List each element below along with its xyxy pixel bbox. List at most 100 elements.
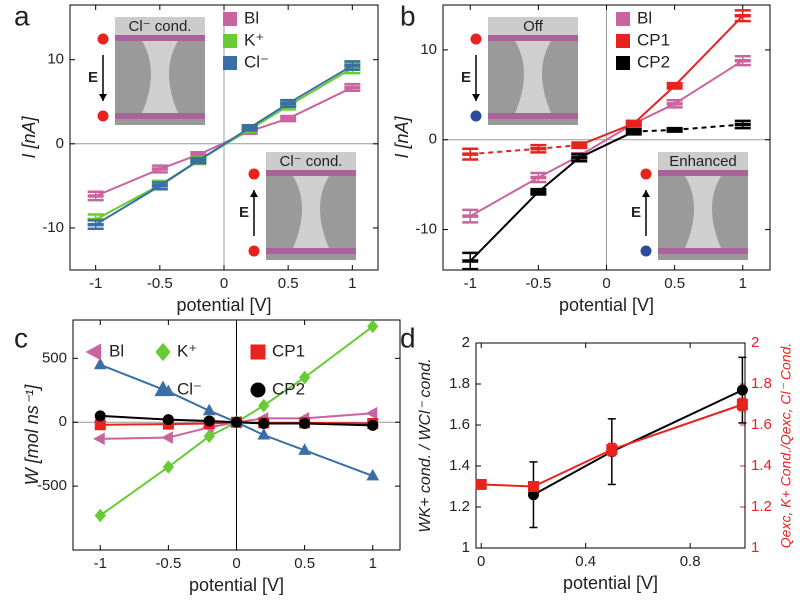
y-tick-label: 0 — [59, 413, 67, 430]
series-line — [633, 128, 675, 133]
plot-frame — [72, 319, 401, 551]
inset-label-box — [488, 17, 578, 35]
legend-swatch — [223, 34, 237, 48]
data-point — [299, 418, 311, 429]
y-tick-label: 0 — [429, 131, 437, 148]
legend-label: CP1 — [272, 341, 305, 360]
series-line — [532, 450, 613, 496]
y-axis-label: I [nA] — [392, 115, 412, 158]
series-line — [304, 412, 373, 420]
legend-label: CP2 — [637, 52, 670, 71]
field-arrowhead — [642, 190, 650, 197]
x-tick-label: 0.4 — [575, 553, 596, 570]
membrane-top — [658, 170, 748, 176]
series-line — [578, 130, 635, 159]
data-point — [298, 370, 311, 385]
field-label: E — [239, 204, 249, 221]
field-arrowhead — [472, 94, 480, 101]
electrode-bottom — [469, 109, 483, 123]
x-tick-label: 0.5 — [664, 275, 685, 292]
electrode-top — [96, 32, 110, 46]
y-axis-label: W [mol ns⁻¹] — [22, 384, 42, 486]
x-tick-label: 0 — [232, 555, 240, 572]
data-point — [94, 508, 106, 523]
x-axis-label: potential [V] — [559, 295, 654, 315]
inset-label: Off — [523, 18, 544, 35]
series-line — [100, 423, 169, 426]
series-line — [674, 123, 743, 131]
series-line — [167, 390, 210, 412]
data-point — [365, 406, 378, 420]
legend-swatch — [616, 12, 630, 26]
field-arrowhead — [99, 94, 107, 101]
y-tick-label: 10 — [420, 41, 437, 58]
y-tick-label: 1 — [462, 539, 470, 556]
legend-swatch — [616, 34, 630, 48]
series-line — [167, 435, 210, 468]
x-tick-label: -0.5 — [155, 555, 181, 572]
data-point — [203, 415, 215, 427]
series-line — [95, 185, 161, 226]
series-line — [168, 418, 210, 422]
y-tick-label: 1.4 — [449, 457, 470, 474]
legend-label: Bl — [244, 8, 259, 27]
series-line — [578, 122, 635, 157]
data-point — [298, 443, 311, 455]
field-label: E — [631, 204, 641, 221]
x-tick-label: 0.5 — [278, 275, 299, 292]
inset-label: Cl⁻ cond. — [280, 153, 343, 170]
x-tick-label: 1 — [369, 555, 377, 572]
y-tick-label: 1.2 — [449, 498, 470, 515]
data-point — [93, 357, 107, 370]
x-tick-label: 0 — [220, 275, 228, 292]
data-point — [94, 410, 106, 422]
series-line — [168, 422, 210, 426]
series-line — [304, 422, 373, 427]
series-line — [611, 403, 743, 451]
y2-tick-label: 1.4 — [751, 457, 772, 474]
data-point — [162, 460, 175, 474]
y2-tick-label: 1.8 — [751, 375, 772, 392]
series-line — [469, 176, 539, 217]
x-tick-label: -1 — [94, 555, 107, 572]
membrane-top — [115, 35, 205, 41]
y-tick-label: -10 — [415, 221, 437, 238]
legend-label: K⁺ — [244, 30, 264, 49]
x-tick-label: 1 — [739, 275, 747, 292]
inset-label: Cl⁻ cond. — [129, 18, 192, 35]
data-point — [367, 319, 379, 334]
series-line — [99, 466, 169, 517]
x-tick-label: -0.5 — [525, 275, 551, 292]
y-tick-label: -10 — [42, 219, 64, 236]
data-point — [258, 418, 270, 429]
legend-marker — [154, 380, 172, 397]
data-point — [231, 416, 242, 428]
y-tick-label: 10 — [47, 51, 64, 68]
y-axis-label: I [nA] — [19, 115, 39, 158]
field-label: E — [88, 69, 98, 86]
legend-swatch — [223, 56, 237, 70]
x-axis-label: potential [V] — [176, 295, 271, 315]
series-line — [168, 426, 210, 439]
series-line — [304, 449, 374, 477]
data-point — [736, 399, 748, 410]
inset-label: Enhanced — [669, 153, 737, 170]
membrane-bottom — [488, 113, 578, 119]
plot-frame — [69, 4, 379, 271]
pore — [685, 176, 721, 248]
membrane-top — [488, 35, 578, 41]
data-point — [257, 427, 271, 440]
panel-label: b — [400, 0, 416, 31]
y2-tick-label: 1 — [751, 539, 759, 556]
data-point — [366, 468, 380, 481]
series-line — [578, 122, 635, 147]
data-point — [527, 481, 539, 492]
data-point — [162, 414, 174, 426]
legend-label: Bl — [637, 8, 652, 27]
series-line — [633, 85, 676, 125]
x-tick-label: 0.5 — [294, 555, 315, 572]
series-line — [469, 191, 540, 262]
x-tick-label: 0.8 — [680, 553, 701, 570]
